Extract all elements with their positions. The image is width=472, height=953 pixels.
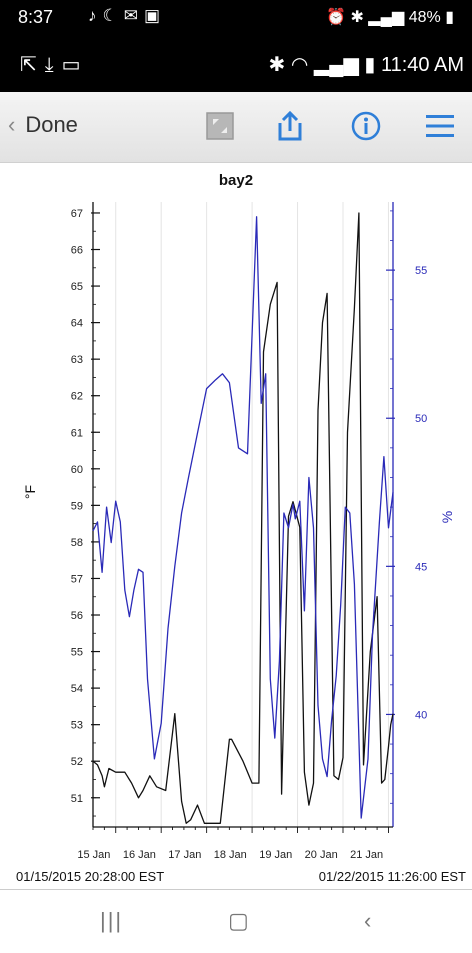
left-tick-label: 53 <box>71 720 83 732</box>
left-tick-label: 62 <box>71 391 83 403</box>
bluetooth-icon: ✱ <box>350 9 364 26</box>
back-icon[interactable]: ‹ <box>364 908 372 933</box>
signal-icon: ▂▄▆ <box>313 54 359 76</box>
back-arrow-icon: ⇱ <box>20 54 45 76</box>
left-tick-label: 54 <box>71 683 83 695</box>
menu-button[interactable] <box>420 106 460 146</box>
x-tick-label: 16 Jan <box>123 849 156 861</box>
x-tick-label: 17 Jan <box>168 849 201 861</box>
inner-status-icons: ✱ ◠ ▂▄▆ ▮ 11:40 AM <box>269 52 464 77</box>
left-tick-label: 65 <box>71 281 83 293</box>
chevron-left-icon: ‹ <box>8 112 16 137</box>
app-toolbar: ‹ Done <box>0 92 472 163</box>
notification-icons: ♪☾✉▣ <box>88 6 167 25</box>
start-time-label: 01/15/2015 20:28:00 EST <box>16 869 164 884</box>
x-tick-label: 19 Jan <box>259 849 292 861</box>
right-tick-label: 50 <box>415 413 427 425</box>
left-tick-label: 55 <box>71 647 83 659</box>
x-tick-label: 21 Jan <box>350 849 383 861</box>
image-icon: ▭ <box>61 54 89 76</box>
left-tick-label: 67 <box>71 208 83 220</box>
left-tick-label: 57 <box>71 573 83 585</box>
menu-icon <box>426 115 454 137</box>
bluetooth-icon: ✱ <box>268 54 286 76</box>
left-tick-label: 58 <box>71 537 83 549</box>
recent-apps-icon[interactable]: ||| <box>100 908 124 933</box>
left-tick-label: 61 <box>71 427 83 439</box>
x-tick-label: 15 Jan <box>77 849 110 861</box>
left-tick-label: 60 <box>71 464 83 476</box>
left-tick-label: 64 <box>71 318 83 330</box>
right-axis-label: % <box>439 511 455 523</box>
info-button[interactable] <box>346 106 386 146</box>
done-button[interactable]: ‹ Done <box>8 112 78 138</box>
expand-icon <box>206 112 234 140</box>
done-label: Done <box>25 112 78 137</box>
right-tick-label: 40 <box>415 709 427 721</box>
right-tick-label: 45 <box>415 561 427 573</box>
x-tick-label: 18 Jan <box>214 849 247 861</box>
expand-button[interactable] <box>200 106 240 146</box>
left-tick-label: 51 <box>71 793 83 805</box>
left-tick-label: 56 <box>71 610 83 622</box>
status-time: 8:37 <box>18 7 54 27</box>
chart-title: bay2 <box>219 172 253 189</box>
left-tick-label: 59 <box>71 500 83 512</box>
left-tick-label: 52 <box>71 756 83 768</box>
battery-icon: ▮ <box>445 9 454 26</box>
inner-status-time: 11:40 AM <box>380 54 464 76</box>
humidity-series-line <box>92 216 394 819</box>
info-icon <box>351 111 381 141</box>
alarm-icon: ⏰ <box>326 9 346 26</box>
divider <box>0 889 472 890</box>
signal-icon: ▂▄▆ <box>368 9 405 26</box>
end-time-label: 01/22/2015 11:26:00 EST <box>319 869 466 884</box>
bay2-chart[interactable]: bay2 51 52 53 54 55 56 57 58 59 60 61 62 63 64 65 66 67 °F… <box>0 162 472 890</box>
home-icon[interactable]: ▢ <box>228 908 249 933</box>
x-tick-label: 20 Jan <box>305 849 338 861</box>
temperature-series-line <box>92 212 394 824</box>
android-nav-bar: ||| ▢ ‹ <box>0 890 472 953</box>
download-icon: ⤓ <box>44 54 62 76</box>
left-axis-label: °F <box>22 485 38 499</box>
inner-notification-icons: ⇱⤓▭ <box>20 52 89 77</box>
left-tick-label: 63 <box>71 354 83 366</box>
screenshot-status-bar: ⇱⤓▭ ✱ ◠ ▂▄▆ ▮ 11:40 AM <box>0 38 472 92</box>
battery-icon: ▮ <box>364 54 376 76</box>
chart-area: bay2 51 52 53 54 55 56 57 58 59 60 61 62 63 64 65 66 67 °F… <box>0 162 472 890</box>
share-button[interactable] <box>270 106 310 146</box>
share-icon <box>278 110 302 141</box>
right-tick-label: 55 <box>415 265 427 277</box>
device-status-bar: 8:37 ♪☾✉▣ ⏰ ✱ ▂▄▆ 48% ▮ <box>0 0 472 38</box>
status-icons: ⏰ ✱ ▂▄▆ 48% ▮ <box>326 7 454 27</box>
battery-percent: 48% <box>408 9 441 26</box>
left-tick-label: 66 <box>71 245 83 257</box>
wifi-icon: ◠ <box>290 54 309 76</box>
